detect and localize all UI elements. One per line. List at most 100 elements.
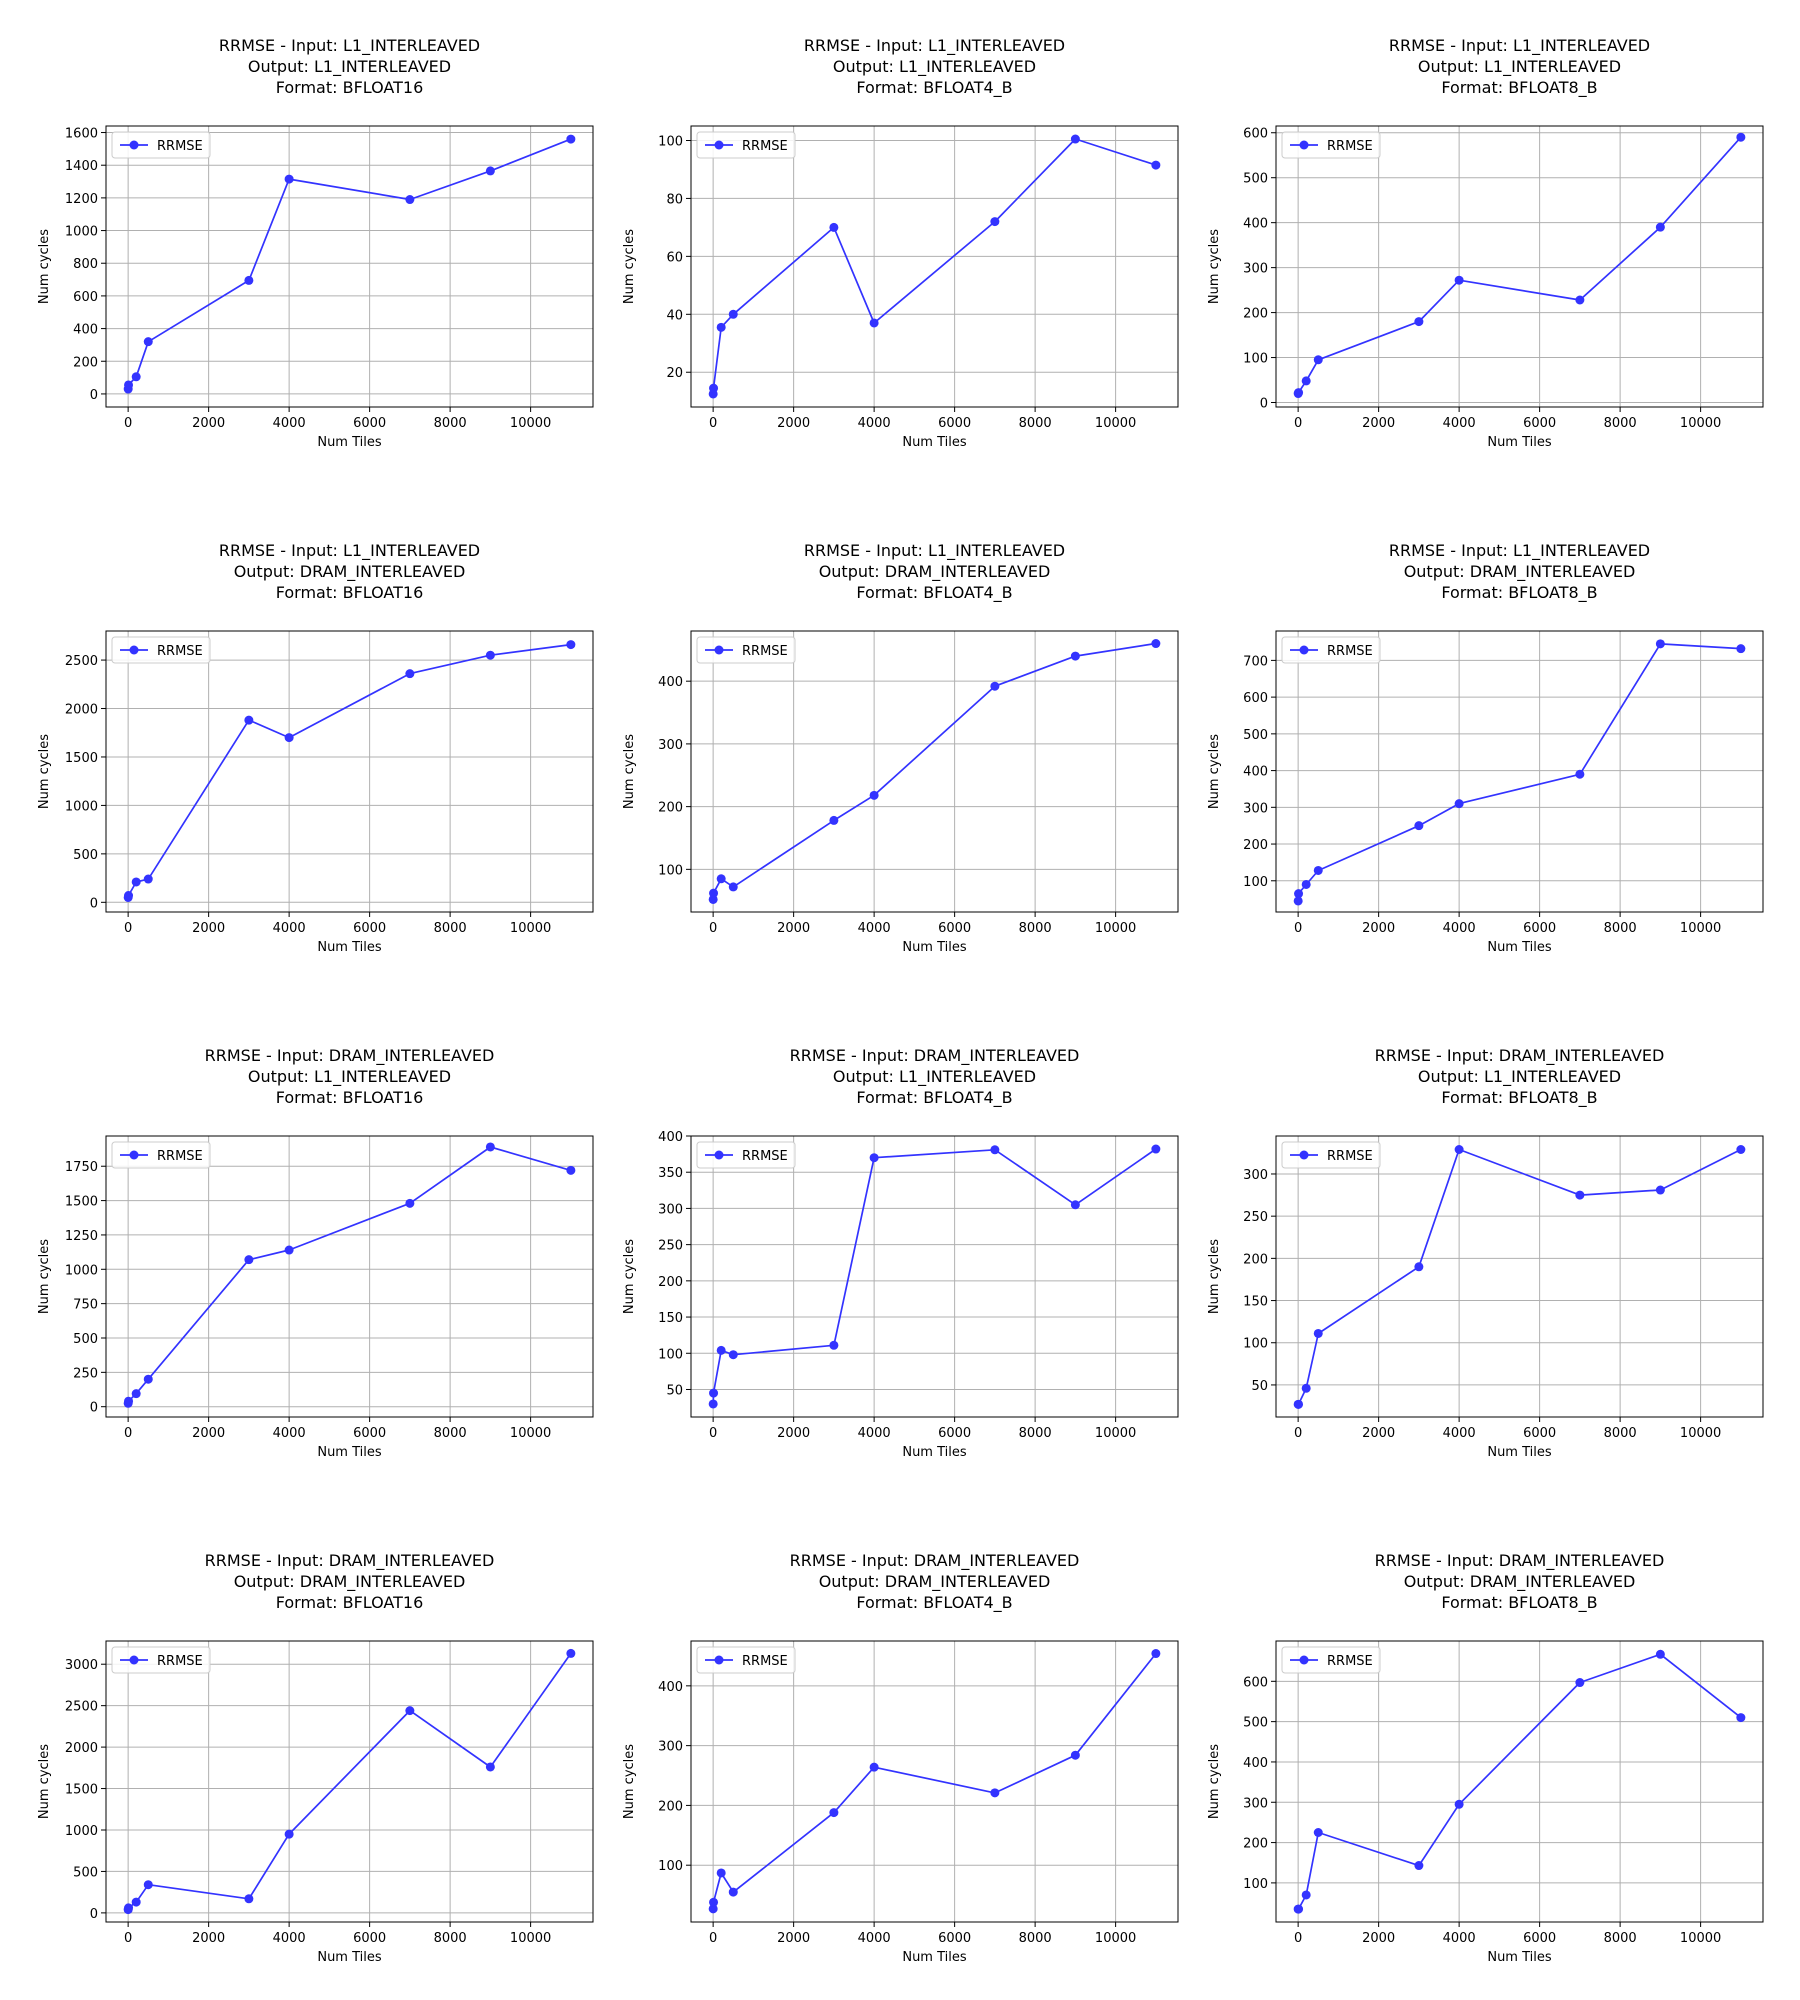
y-tick-label: 100 <box>658 1859 683 1874</box>
chart-title-line: Output: DRAM_INTERLEAVED <box>234 562 466 582</box>
data-point <box>716 1868 726 1878</box>
data-point <box>405 669 415 679</box>
series-line <box>127 1146 572 1404</box>
chart-title-line: Output: L1_INTERLEAVED <box>1418 57 1621 77</box>
legend-box <box>696 1141 796 1169</box>
x-tick-label: 2000 <box>1362 921 1395 936</box>
data-point <box>485 166 495 176</box>
x-axis-label: Num Tiles <box>1487 940 1552 955</box>
data-point <box>1151 160 1161 170</box>
x-tick-label: 4000 <box>1443 416 1476 431</box>
y-tick-label: 2500 <box>65 1700 98 1715</box>
x-tick-label: 6000 <box>938 416 971 431</box>
data-point <box>1736 644 1746 654</box>
data-point <box>566 640 576 650</box>
data-point <box>1294 388 1304 398</box>
data-point <box>284 733 294 743</box>
legend-label: RRMSE <box>1327 1149 1373 1164</box>
chart-title-line: Format: BFLOAT16 <box>276 1088 424 1107</box>
x-tick-label: 4000 <box>858 1931 891 1946</box>
y-tick-label: 1500 <box>65 751 98 766</box>
data-point <box>709 1897 719 1907</box>
legend: RRMSE <box>696 1141 796 1169</box>
legend-label: RRMSE <box>1327 644 1373 659</box>
y-tick-label: 100 <box>1243 352 1268 367</box>
data-point <box>869 790 879 800</box>
data-point <box>728 882 738 892</box>
y-tick-label: 500 <box>1243 172 1268 187</box>
legend-label: RRMSE <box>1327 1654 1373 1669</box>
x-tick-label: 8000 <box>1604 921 1637 936</box>
data-point <box>1070 1200 1080 1210</box>
y-tick-label: 400 <box>73 323 98 338</box>
y-tick-label: 200 <box>658 801 683 816</box>
legend: RRMSE <box>696 131 796 159</box>
data-point <box>1151 1144 1161 1154</box>
data-point <box>284 1245 294 1255</box>
data-point <box>990 1788 1000 1798</box>
data-point <box>1575 769 1585 779</box>
x-tick-label: 4000 <box>1443 1931 1476 1946</box>
data-point <box>124 380 134 390</box>
y-tick-label: 60 <box>666 250 683 265</box>
x-tick-label: 2000 <box>1362 1931 1395 1946</box>
plot-frame <box>105 630 594 913</box>
legend-box <box>696 1646 796 1674</box>
series-line <box>712 1653 1157 1909</box>
data-point <box>716 322 726 332</box>
y-tick-label: 2000 <box>65 703 98 718</box>
y-tick-label: 300 <box>1243 1168 1268 1183</box>
chart-title-line: RRMSE - Input: DRAM_INTERLEAVED <box>205 1046 495 1066</box>
legend-marker <box>714 645 724 655</box>
x-tick-label: 4000 <box>1443 1426 1476 1441</box>
legend: RRMSE <box>111 636 211 664</box>
x-tick-label: 6000 <box>353 921 386 936</box>
y-axis-label: Num cycles <box>37 229 52 304</box>
data-point <box>1301 376 1311 386</box>
series-line <box>1297 1653 1742 1910</box>
legend-box <box>111 636 211 664</box>
legend-label: RRMSE <box>157 1654 203 1669</box>
series-line <box>1297 1148 1742 1406</box>
plot-frame <box>1275 1640 1764 1923</box>
y-tick-label: 0 <box>90 896 98 911</box>
y-tick-label: 600 <box>73 290 98 305</box>
chart-title-line: Output: L1_INTERLEAVED <box>248 57 451 77</box>
chart-title-line: Output: L1_INTERLEAVED <box>833 57 1036 77</box>
y-tick-label: 400 <box>1243 1756 1268 1771</box>
x-tick-label: 4000 <box>858 921 891 936</box>
x-tick-label: 0 <box>124 921 132 936</box>
chart-title-line: RRMSE - Input: DRAM_INTERLEAVED <box>1375 1046 1665 1066</box>
y-tick-label: 1500 <box>65 1783 98 1798</box>
data-point <box>829 1340 839 1350</box>
y-tick-label: 350 <box>658 1166 683 1181</box>
data-point <box>1151 1649 1161 1659</box>
data-point <box>1301 1890 1311 1900</box>
legend-box <box>696 636 796 664</box>
x-tick-label: 10000 <box>1680 921 1721 936</box>
x-tick-label: 0 <box>124 1426 132 1441</box>
chart-title-line: Output: DRAM_INTERLEAVED <box>819 1572 1051 1592</box>
legend-box <box>111 1141 211 1169</box>
x-tick-label: 10000 <box>510 1426 551 1441</box>
x-tick-label: 6000 <box>353 1426 386 1441</box>
x-axis-label: Num Tiles <box>902 940 967 955</box>
x-tick-label: 10000 <box>510 1931 551 1946</box>
y-axis-label: Num cycles <box>37 1744 52 1819</box>
x-axis-label: Num Tiles <box>317 1445 382 1460</box>
legend: RRMSE <box>696 636 796 664</box>
x-tick-label: 6000 <box>1523 1931 1556 1946</box>
x-tick-label: 2000 <box>192 921 225 936</box>
y-tick-label: 300 <box>1243 1796 1268 1811</box>
plot-frame <box>690 125 1179 408</box>
x-tick-label: 10000 <box>1095 1426 1136 1441</box>
data-point <box>1655 1185 1665 1195</box>
chart-title-line: RRMSE - Input: DRAM_INTERLEAVED <box>790 1046 1080 1066</box>
data-point <box>1293 896 1303 906</box>
y-tick-label: 400 <box>658 1680 683 1695</box>
x-tick-label: 2000 <box>1362 1426 1395 1441</box>
